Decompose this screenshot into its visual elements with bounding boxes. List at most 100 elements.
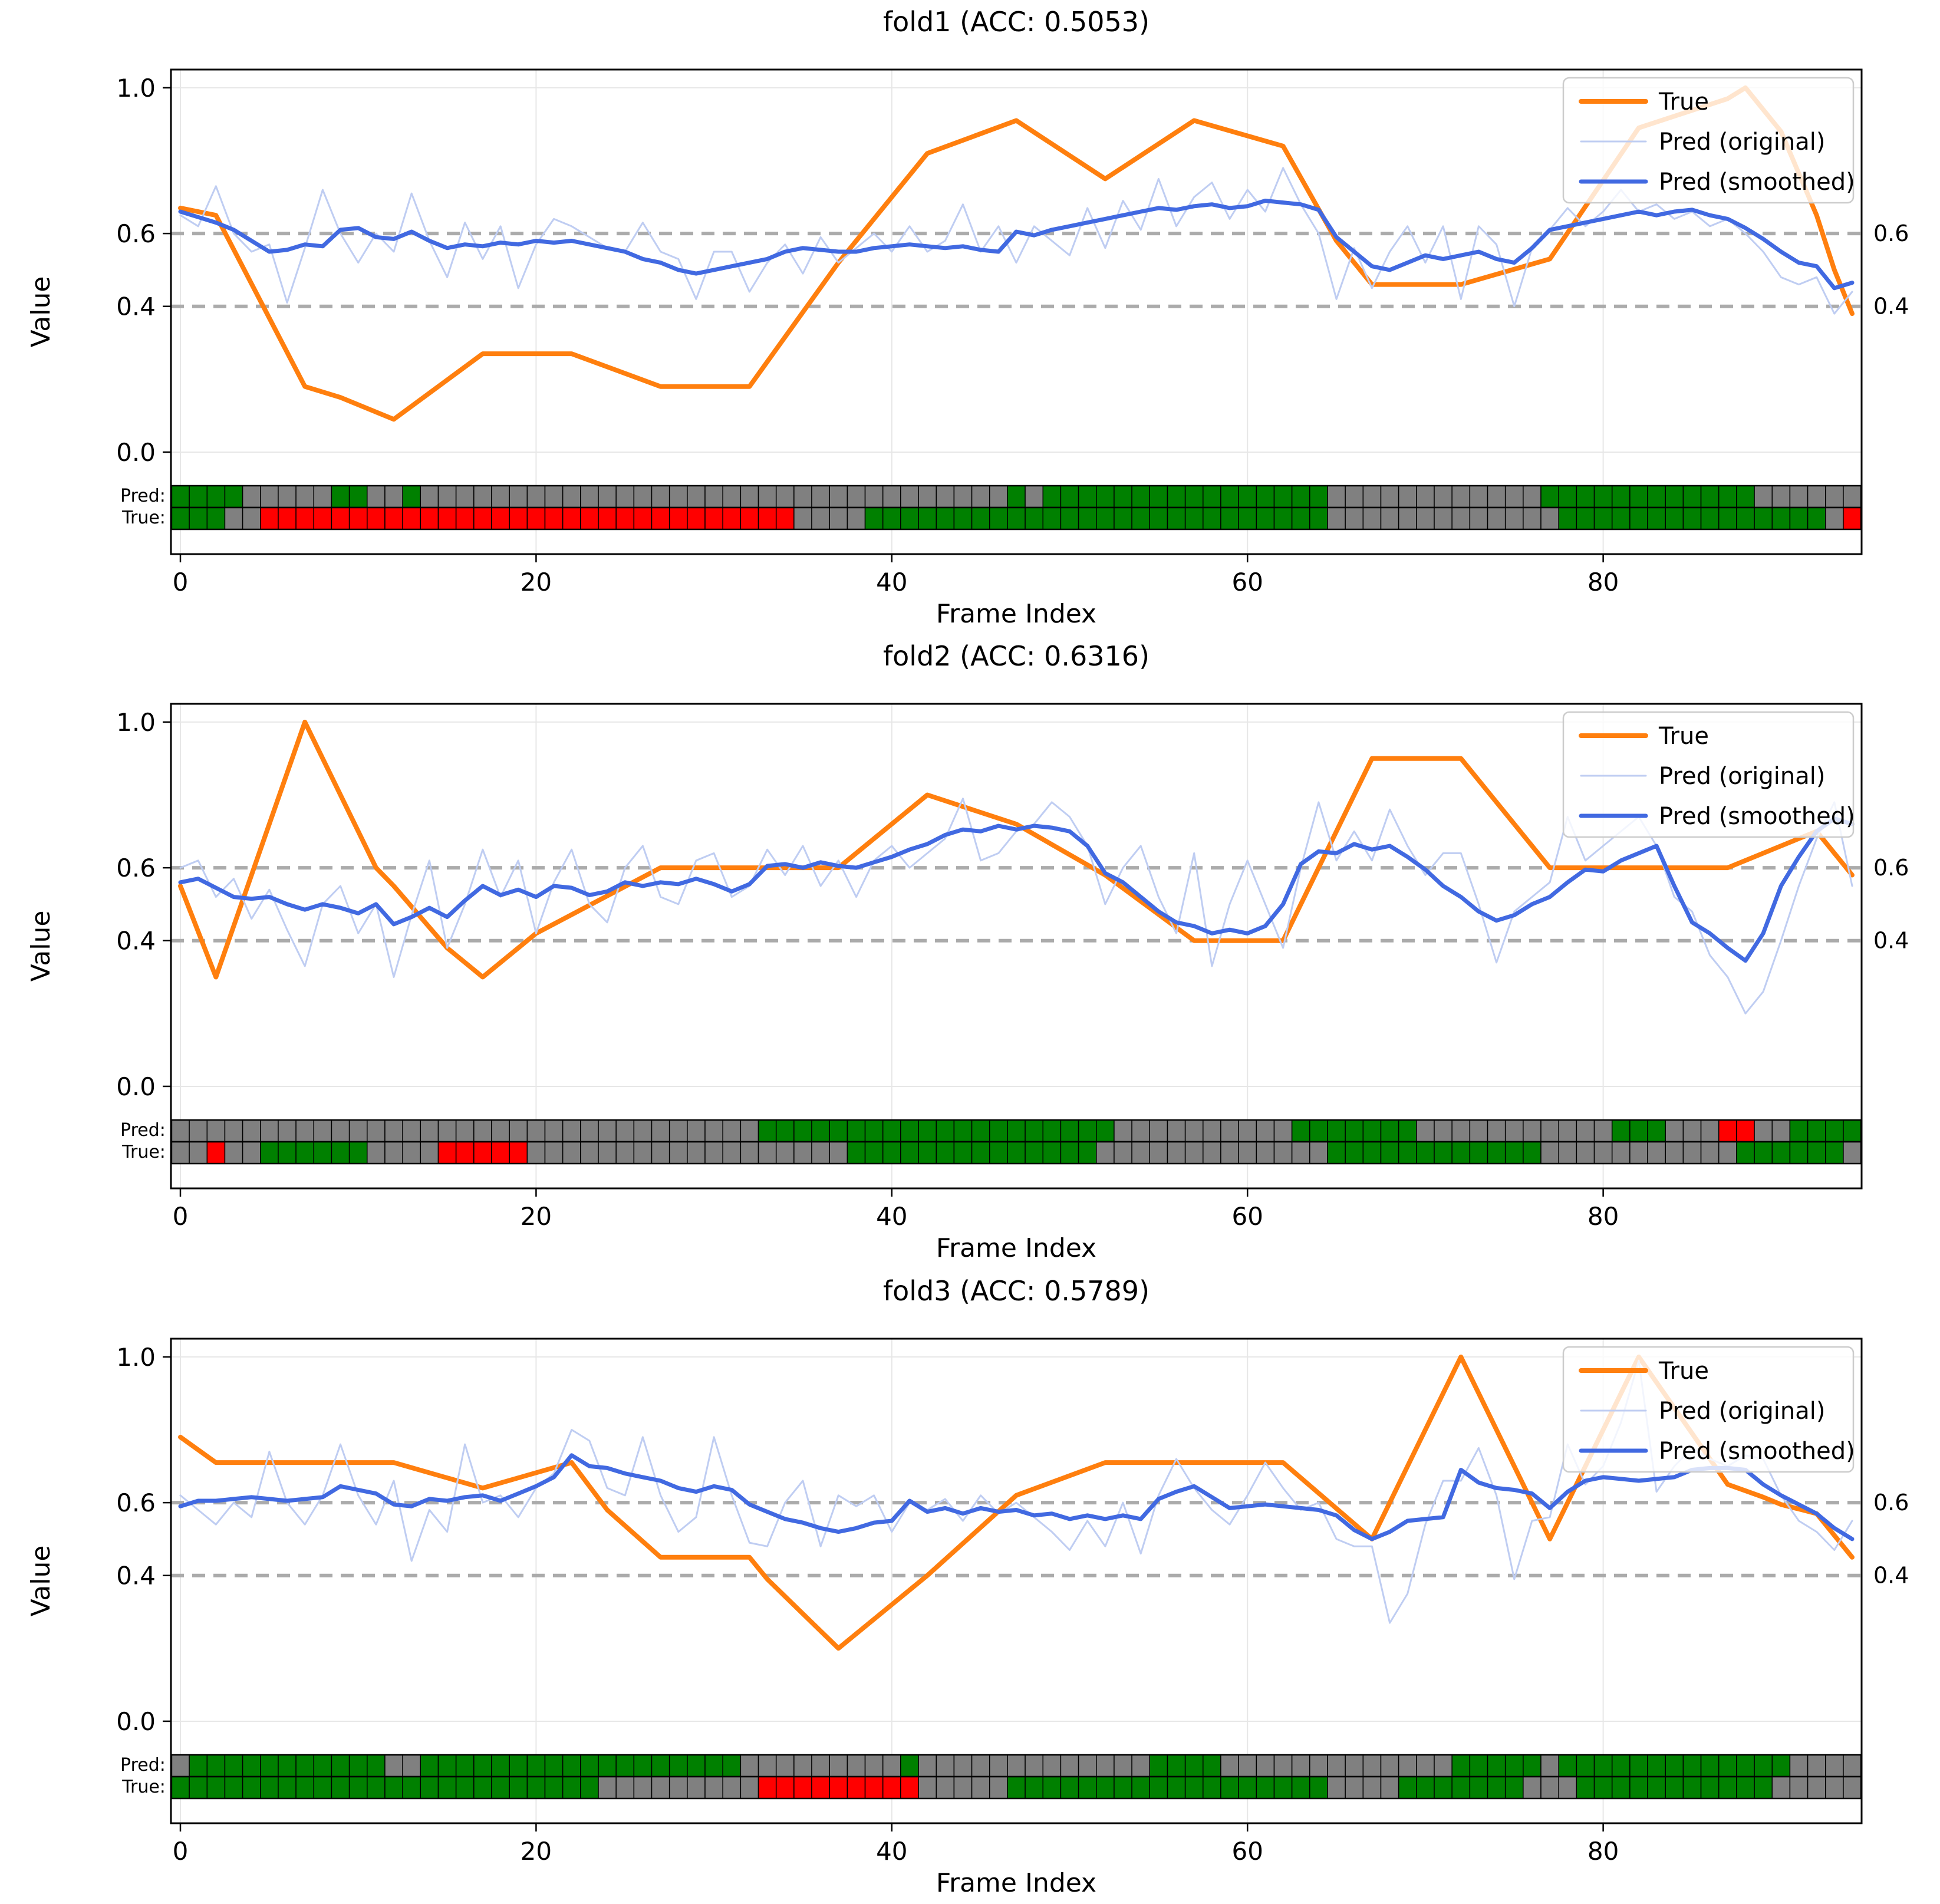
right-tick-label: 0.4: [1873, 294, 1909, 319]
true-strip-cell: [811, 1776, 830, 1799]
true-strip-cell: [687, 507, 706, 530]
true-strip-cell: [1629, 1776, 1648, 1799]
pred-strip-cell: [1824, 485, 1844, 508]
true-strip-cell: [775, 507, 795, 530]
pred-strip-label: Pred:: [120, 1755, 166, 1775]
true-strip-cell: [1700, 1141, 1720, 1164]
true-strip-cell: [1824, 1776, 1844, 1799]
true-strip-cell: [473, 507, 492, 530]
true-strip-cell: [1700, 507, 1720, 530]
pred-strip-cell: [1487, 485, 1506, 508]
pred-strip-cell: [437, 485, 457, 508]
y-tick-label: 1.0: [116, 1343, 156, 1372]
pred-strip-cell: [1007, 485, 1026, 508]
pred-strip-cell: [1060, 1119, 1079, 1142]
true-strip-cell: [1789, 1141, 1809, 1164]
pred-strip-cell: [811, 1119, 830, 1142]
true-strip-cell: [1504, 1776, 1524, 1799]
pred-strip-cell: [633, 1119, 653, 1142]
true-strip-cell: [1789, 1776, 1809, 1799]
true-strip-cell: [847, 1776, 866, 1799]
x-tick-label: 20: [521, 568, 552, 597]
true-strip-cell: [1451, 1141, 1471, 1164]
true-strip-cell: [437, 1776, 457, 1799]
pred-strip-cell: [1665, 1754, 1684, 1777]
true-strip-cell: [775, 1141, 795, 1164]
true-strip-cell: [455, 1141, 475, 1164]
x-axis-label: Frame Index: [936, 1868, 1096, 1898]
true-strip-cell: [367, 1141, 386, 1164]
pred-strip-cell: [1593, 485, 1613, 508]
x-tick-label: 0: [173, 1837, 189, 1866]
true-strip-cell: [1256, 1141, 1275, 1164]
true-strip-cell: [668, 1141, 688, 1164]
true-strip-cell: [1220, 1776, 1239, 1799]
pred-strip-label: Pred:: [120, 486, 166, 506]
pred-strip-cell: [936, 1754, 955, 1777]
pred-strip-cell: [331, 1119, 350, 1142]
pred-strip-cell: [740, 1119, 759, 1142]
pred-strip-cell: [1256, 485, 1275, 508]
true-strip-cell: [313, 507, 332, 530]
true-strip-cell: [615, 1141, 635, 1164]
true-strip-cell: [1327, 507, 1346, 530]
true-strip-cell: [1807, 1776, 1826, 1799]
pred-strip-cell: [971, 485, 990, 508]
true-strip-cell: [171, 507, 190, 530]
pred-strip-cell: [1184, 1754, 1204, 1777]
true-strip-cell: [1362, 1776, 1382, 1799]
true-strip-cell: [189, 1776, 208, 1799]
true-strip-cell: [420, 1141, 439, 1164]
true-strip-cell: [1238, 1776, 1257, 1799]
true-strip-cell: [1736, 507, 1755, 530]
pred-strip-cell: [224, 1119, 243, 1142]
pred-strip-cell: [1042, 485, 1062, 508]
pred-strip-cell: [278, 1119, 297, 1142]
true-strip-cell: [1398, 1776, 1417, 1799]
pred-strip-cell: [402, 1119, 421, 1142]
fold2-plot: Pred:True: 0 20 40 60 80 Frame Index 1.0 0.6 0.4 0…: [26, 703, 1909, 1263]
pred-strip-cell: [882, 1119, 901, 1142]
pred-strip-cell: [829, 1119, 848, 1142]
true-strip-cell: [1025, 507, 1044, 530]
true-strip-cell: [348, 507, 368, 530]
true-strip-cell: [1203, 507, 1221, 530]
pred-strip-cell: [1007, 1119, 1026, 1142]
pred-strip-cell: [953, 485, 973, 508]
true-strip-cell: [1362, 1141, 1382, 1164]
true-strip-cell: [1754, 1776, 1773, 1799]
true-strip-cell: [420, 507, 439, 530]
pred-strip-cell: [793, 485, 812, 508]
true-strip-cell: [1060, 507, 1079, 530]
pred-strip-cell: [1380, 1119, 1399, 1142]
pred-strip-cell: [1540, 485, 1559, 508]
true-strip-cell: [722, 507, 742, 530]
true-strip-cell: [348, 1141, 368, 1164]
true-strip-cell: [1469, 507, 1488, 530]
pred-strip-cell: [971, 1754, 990, 1777]
pred-strip-cell: [1665, 1119, 1684, 1142]
pred-strip-cell: [1273, 1754, 1293, 1777]
true-strip-cell: [491, 1141, 510, 1164]
true-strip-cell: [1345, 1776, 1364, 1799]
true-strip-cell: [1007, 1776, 1026, 1799]
true-strip-cell: [1843, 1776, 1862, 1799]
pred-strip-cell: [687, 1119, 706, 1142]
pred-strip-cell: [1451, 1754, 1471, 1777]
pred-strip-cell: [367, 485, 386, 508]
pred-strip-cell: [420, 1754, 439, 1777]
pred-strip-cell: [1025, 1754, 1044, 1777]
true-line: [178, 719, 1855, 980]
pred-strip-cell: [953, 1119, 973, 1142]
true-strip-cell: [864, 1776, 884, 1799]
true-strip-cell: [562, 1141, 581, 1164]
true-strip-cell: [1523, 507, 1542, 530]
true-strip-cell: [1167, 1141, 1186, 1164]
true-strip-cell: [1540, 1776, 1559, 1799]
pred-strip-cell: [936, 1119, 955, 1142]
pred-strip-cell: [420, 485, 439, 508]
pred-strip-cell: [864, 485, 884, 508]
pred-strip-cell: [295, 1119, 315, 1142]
pred-strip-cell: [1167, 1754, 1186, 1777]
true-strip-cell: [971, 1141, 990, 1164]
